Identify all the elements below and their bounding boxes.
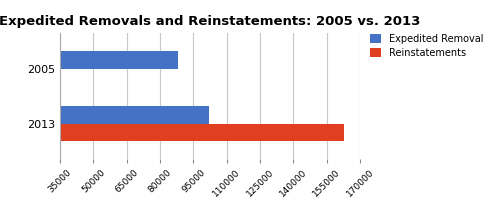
Bar xyxy=(0,124,344,141)
Bar xyxy=(0,106,209,124)
Title: Expedited Removals and Reinstatements: 2005 vs. 2013: Expedited Removals and Reinstatements: 2… xyxy=(0,15,420,28)
Legend: Expedited Removal, Reinstatements: Expedited Removal, Reinstatements xyxy=(368,32,486,59)
Bar xyxy=(0,51,178,69)
Bar xyxy=(0,69,4,86)
